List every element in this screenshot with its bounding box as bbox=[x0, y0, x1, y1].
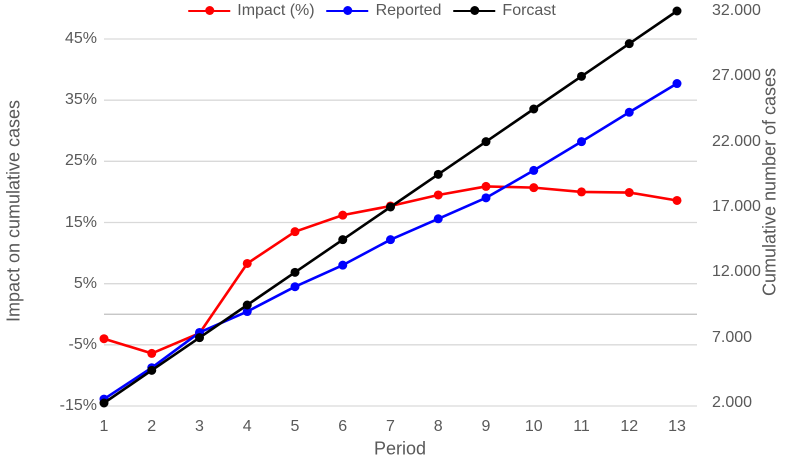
left-axis-tick-label: 25% bbox=[64, 152, 97, 170]
data-point-reported bbox=[577, 137, 586, 147]
data-point-impact bbox=[338, 210, 348, 220]
right-axis-tick-label: 17.000 bbox=[712, 198, 761, 215]
right-axis-tick-label: 32.000 bbox=[712, 2, 761, 19]
legend-line-marker-icon bbox=[326, 6, 369, 16]
right-axis-tick-label: 12.000 bbox=[712, 263, 761, 281]
data-point-reported bbox=[529, 165, 539, 175]
x-axis-tick-label: 1 bbox=[99, 418, 109, 435]
left-axis-tick-label: 5% bbox=[73, 274, 97, 292]
legend-label: Forcast bbox=[502, 2, 556, 19]
data-point-impact bbox=[529, 183, 539, 193]
left-axis-tick-label: -5% bbox=[68, 335, 97, 353]
data-point-reported bbox=[433, 214, 443, 224]
data-point-impact bbox=[433, 190, 443, 200]
x-axis-tick-label: 8 bbox=[433, 418, 443, 435]
data-point-impact bbox=[624, 188, 634, 198]
left-axis-tick-label: 15% bbox=[64, 213, 97, 231]
x-axis-tick-label: 12 bbox=[620, 418, 639, 435]
x-axis-title: Period bbox=[373, 438, 427, 459]
data-point-forcast bbox=[99, 398, 109, 408]
x-axis-tick-label: 3 bbox=[195, 418, 204, 435]
data-point-forcast bbox=[147, 365, 157, 375]
data-point-forcast bbox=[242, 300, 252, 310]
data-point-forcast bbox=[481, 137, 491, 147]
x-axis-tick-label: 2 bbox=[147, 418, 157, 435]
right-axis-tick-label: 27.000 bbox=[712, 67, 761, 85]
legend-item: Reported bbox=[326, 2, 442, 20]
data-point-reported bbox=[481, 193, 491, 203]
data-point-impact bbox=[99, 334, 109, 344]
x-axis-tick-label: 13 bbox=[668, 418, 686, 435]
x-axis-tick-label: 7 bbox=[386, 418, 395, 435]
data-point-forcast bbox=[386, 202, 395, 212]
data-point-forcast bbox=[433, 169, 443, 179]
data-point-reported bbox=[242, 307, 252, 317]
x-axis-tick-label: 11 bbox=[573, 418, 590, 435]
data-point-reported bbox=[624, 107, 634, 117]
x-axis-tick-label: 10 bbox=[524, 418, 543, 435]
data-point-forcast bbox=[577, 71, 586, 81]
data-point-forcast bbox=[338, 235, 348, 245]
x-axis-tick-label: 9 bbox=[481, 418, 491, 435]
data-point-forcast bbox=[195, 333, 204, 343]
left-axis-tick-label: 35% bbox=[64, 91, 97, 109]
data-point-forcast bbox=[290, 267, 300, 277]
data-point-forcast bbox=[624, 39, 634, 49]
right-axis-tick-label: 22.000 bbox=[712, 132, 761, 150]
data-point-impact bbox=[290, 227, 300, 237]
data-point-reported bbox=[672, 79, 682, 89]
data-point-forcast bbox=[672, 6, 682, 16]
right-axis-tick-label: 7.000 bbox=[712, 328, 753, 346]
data-point-impact bbox=[147, 348, 157, 358]
legend-label: Impact (%) bbox=[237, 2, 315, 19]
data-point-impact bbox=[242, 258, 252, 268]
data-point-impact bbox=[672, 195, 682, 205]
data-point-impact bbox=[577, 187, 586, 197]
legend-line-marker-icon bbox=[188, 6, 231, 16]
x-axis-tick-label: 4 bbox=[242, 418, 252, 435]
data-point-reported bbox=[386, 235, 395, 245]
left-axis-tick-label: 45% bbox=[64, 30, 97, 47]
x-axis-tick-label: 5 bbox=[290, 418, 300, 435]
data-point-impact bbox=[481, 181, 491, 191]
left-axis-tick-label: -15% bbox=[59, 397, 97, 414]
right-axis-tick-label: 2.000 bbox=[712, 394, 753, 411]
x-axis-tick-label: 6 bbox=[338, 418, 348, 435]
legend-label: Reported bbox=[375, 2, 442, 19]
legend-item: Impact (%) bbox=[188, 2, 315, 20]
chart-legend: Impact (%) Reported Forcast bbox=[188, 2, 556, 20]
legend-item: Forcast bbox=[453, 2, 556, 20]
data-point-reported bbox=[338, 260, 348, 270]
legend-line-marker-icon bbox=[453, 6, 496, 16]
data-point-reported bbox=[290, 282, 300, 292]
data-point-forcast bbox=[529, 104, 539, 114]
